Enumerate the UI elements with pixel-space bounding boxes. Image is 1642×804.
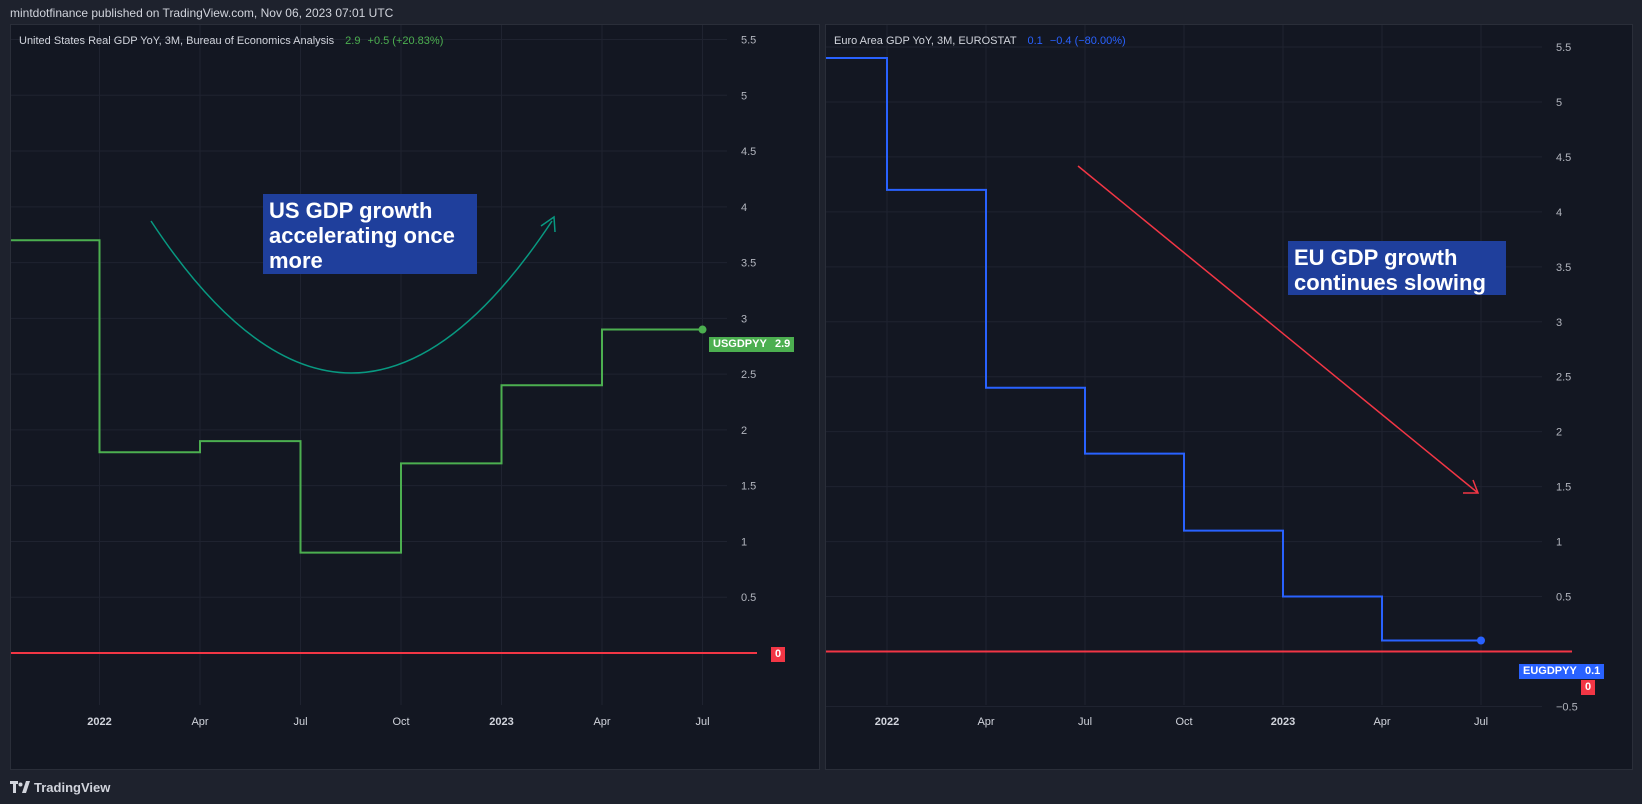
eu-y-tick-label: 1.5 — [1556, 482, 1571, 494]
eu-symbol-tag: EUGDPYY — [1519, 664, 1581, 679]
eu-y-tick-label: 1 — [1556, 537, 1562, 549]
tradingview-logo-icon — [10, 781, 30, 793]
us-zero-tag: 0 — [771, 647, 786, 662]
eu-y-tick-label: 3 — [1556, 317, 1562, 329]
eu-legend-change: −0.4 (−80.00%) — [1049, 35, 1126, 47]
us-legend-change: +0.5 (+20.83%) — [367, 35, 444, 47]
eu-gdp-chart[interactable]: −0.5 0.5 1 1.5 2 2.5 3 3.5 4 4.5 5 5.5 2022 Apr Jul Oct… — [826, 25, 1632, 769]
us-y-tick-label: 4 — [741, 202, 747, 214]
us-gdp-chart[interactable]: 0.5 1 1.5 2 2.5 3 3.5 4 4.5 5 5.5 2022 Apr Jul Oct 2023… — [11, 25, 819, 769]
us-y-tick-label: 1 — [741, 536, 747, 548]
eu-x-tick-label: Apr — [977, 716, 994, 728]
eu-x-tick-label: Oct — [1175, 716, 1192, 728]
us-curved-arrow — [150, 220, 553, 374]
us-y-tick-label: 2.5 — [741, 369, 756, 381]
eu-x-tick-label: 2023 — [1271, 716, 1295, 728]
us-y-tick-label: 4.5 — [741, 146, 756, 158]
us-x-tick-label: Apr — [191, 716, 208, 728]
eu-x-tick-label: Apr — [1373, 716, 1390, 728]
us-gdp-chart-panel[interactable]: 0.5 1 1.5 2 2.5 3 3.5 4 4.5 5 5.5 2022 Apr Jul Oct 2023… — [10, 24, 820, 770]
eu-x-tick-label: Jul — [1474, 716, 1488, 728]
us-annotation-box[interactable]: US GDP growth accelerating once more — [263, 194, 477, 274]
eu-x-tick-label: 2022 — [875, 716, 899, 728]
us-chart-legend[interactable]: United States Real GDP YoY, 3M, Bureau o… — [19, 35, 443, 47]
us-y-tick-label: 0.5 — [741, 592, 756, 604]
us-x-tick-label: Apr — [593, 716, 610, 728]
eu-gdp-chart-panel[interactable]: −0.5 0.5 1 1.5 2 2.5 3 3.5 4 4.5 5 5.5 2022 Apr Jul Oct… — [825, 24, 1633, 770]
us-y-tick-label: 2 — [741, 425, 747, 437]
eu-y-tick-label: 2 — [1556, 427, 1562, 439]
eu-annotation-box[interactable]: EU GDP growth continues slowing — [1288, 241, 1506, 295]
us-y-tick-label: 5 — [741, 90, 747, 102]
us-legend-title: United States Real GDP YoY, 3M, Bureau o… — [19, 35, 335, 47]
us-curved-arrow-head — [540, 215, 556, 233]
eu-y-tick-label: 4.5 — [1556, 152, 1571, 164]
us-last-point-marker — [698, 325, 707, 334]
eu-y-tick-label: 4 — [1556, 207, 1562, 219]
eu-x-tick-label: Jul — [1078, 716, 1092, 728]
eu-legend-title: Euro Area GDP YoY, 3M, EUROSTAT — [834, 35, 1017, 47]
us-last-value-tag: 2.9 — [771, 337, 795, 352]
eu-y-tick-label: 5 — [1556, 97, 1562, 109]
us-x-tick-label: 2022 — [87, 716, 111, 728]
tradingview-footer[interactable]: TradingView — [10, 778, 110, 796]
publisher-header: mintdotfinance published on TradingView.… — [10, 6, 394, 20]
us-y-tick-label: 3.5 — [741, 258, 756, 270]
us-x-tick-label: Jul — [695, 716, 709, 728]
eu-straight-arrow — [1077, 165, 1479, 494]
us-x-tick-label: Oct — [392, 716, 409, 728]
eu-y-tick-label: 2.5 — [1556, 372, 1571, 384]
eu-last-value-tag: 0.1 — [1581, 664, 1605, 679]
eu-y-tick-label: 3.5 — [1556, 262, 1571, 274]
eu-legend-value: 0.1 — [1027, 35, 1043, 47]
us-x-tick-label: 2023 — [489, 716, 513, 728]
eu-chart-legend[interactable]: Euro Area GDP YoY, 3M, EUROSTAT 0.1 −0.4… — [834, 35, 1126, 47]
eu-gdp-step-line — [826, 56, 1481, 642]
us-gdp-step-line — [11, 239, 703, 554]
us-legend-value: 2.9 — [345, 35, 361, 47]
eu-y-tick-label: 5.5 — [1556, 42, 1571, 54]
eu-straight-arrow-head — [1463, 479, 1480, 494]
us-y-tick-label: 1.5 — [741, 481, 756, 493]
us-y-tick-label: 3 — [741, 313, 747, 325]
eu-zero-tag: 0 — [1581, 680, 1596, 695]
tradingview-brand: TradingView — [34, 779, 111, 795]
us-symbol-tag: USGDPYY — [709, 337, 771, 352]
eu-y-tick-label: 0.5 — [1556, 592, 1571, 604]
us-x-tick-label: Jul — [293, 716, 307, 728]
us-y-tick-label: 5.5 — [741, 35, 756, 47]
eu-last-point-marker — [1477, 636, 1485, 645]
eu-y-tick-label: −0.5 — [1556, 701, 1578, 713]
